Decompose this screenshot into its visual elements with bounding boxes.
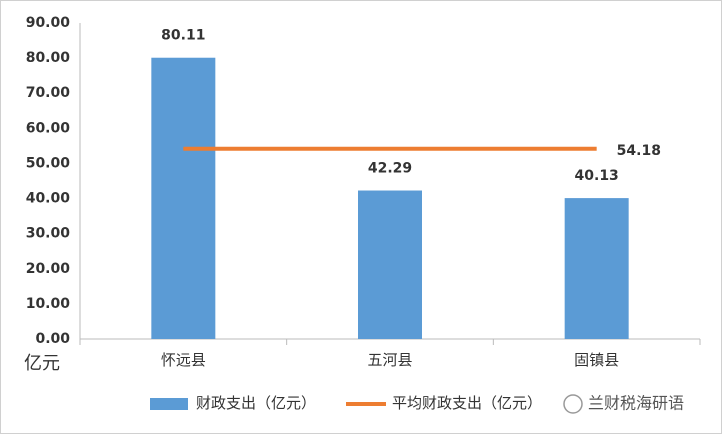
x-tick-label: 固镇县 bbox=[574, 351, 619, 369]
y-tick-label: 80.00 bbox=[26, 50, 71, 66]
watermark: 兰财税海研语 bbox=[563, 394, 684, 414]
legend-swatch bbox=[150, 398, 188, 410]
watermark-icon bbox=[563, 394, 583, 414]
y-tick-label: 10.00 bbox=[26, 296, 71, 312]
watermark-text: 兰财税海研语 bbox=[588, 394, 684, 413]
bar bbox=[564, 198, 629, 339]
y-tick-label: 30.00 bbox=[26, 226, 71, 242]
y-tick-label: 60.00 bbox=[26, 120, 71, 136]
bar bbox=[358, 190, 422, 339]
value-label: 80.11 bbox=[161, 28, 205, 44]
y-tick-label: 40.00 bbox=[26, 191, 71, 207]
bar bbox=[151, 57, 216, 340]
y-tick-label: 0.00 bbox=[35, 331, 70, 347]
y-tick-label: 50.00 bbox=[26, 155, 71, 171]
legend-label: 平均财政支出（亿元） bbox=[392, 394, 542, 412]
x-tick-label: 怀远县 bbox=[161, 351, 206, 369]
y-axis-label: 亿元 bbox=[24, 353, 60, 374]
x-tick-label: 五河县 bbox=[367, 351, 412, 369]
value-label: 42.29 bbox=[368, 161, 412, 177]
y-tick-label: 20.00 bbox=[26, 261, 71, 277]
y-tick-label: 70.00 bbox=[26, 85, 71, 101]
value-label: 40.13 bbox=[575, 168, 619, 184]
value-label: 54.18 bbox=[617, 143, 661, 159]
y-tick-label: 90.00 bbox=[26, 15, 71, 31]
legend-label: 财政支出（亿元） bbox=[196, 394, 316, 412]
